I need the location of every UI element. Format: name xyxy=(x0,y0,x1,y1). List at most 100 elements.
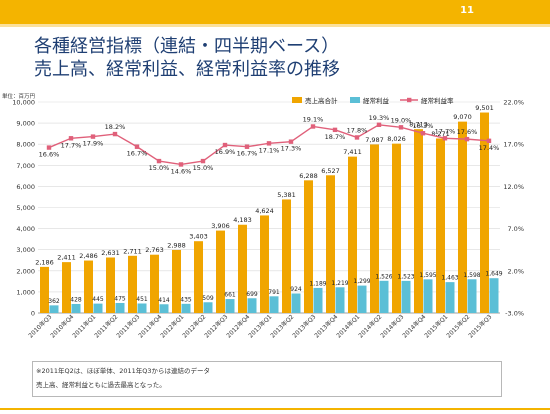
revenue-bar xyxy=(392,143,401,313)
revenue-label: 7,987 xyxy=(365,136,384,144)
revenue-label: 9,501 xyxy=(475,104,494,112)
profit-bar xyxy=(71,303,81,313)
revenue-label: 6,288 xyxy=(299,172,318,180)
profit-label: 475 xyxy=(114,295,126,302)
margin-point xyxy=(90,134,96,139)
margin-point xyxy=(310,124,316,129)
profit-label: 1,649 xyxy=(485,271,502,278)
profit-bar xyxy=(49,305,59,313)
legend-label-margin: 経常利益率 xyxy=(421,96,454,105)
y2-tick-label: -3.0% xyxy=(505,310,524,318)
profit-bar xyxy=(247,298,257,313)
y-tick-label: 10,000 xyxy=(12,99,35,107)
profit-bar xyxy=(379,280,389,313)
slide-title: 各種経営指標（連結・四半期ベース） xyxy=(34,36,340,57)
profit-label: 661 xyxy=(224,292,236,299)
margin-point xyxy=(464,136,470,142)
margin-label: 18.2% xyxy=(105,123,126,131)
margin-point xyxy=(266,141,272,146)
margin-point xyxy=(134,144,140,149)
profit-label: 435 xyxy=(180,296,192,303)
margin-label: 18.7% xyxy=(325,133,346,141)
y-tick-label: 4,000 xyxy=(16,225,35,233)
profit-label: 1,523 xyxy=(397,273,414,280)
y2-tick-label: 22.0% xyxy=(503,99,524,107)
margin-label: 15.0% xyxy=(149,164,170,172)
revenue-bar xyxy=(128,255,137,313)
margin-point xyxy=(376,122,382,127)
profit-bar xyxy=(225,299,235,313)
margin-label: 17.1% xyxy=(259,146,280,154)
profit-bar xyxy=(159,304,169,313)
profit-bar xyxy=(489,278,499,313)
margin-label: 17.7% xyxy=(61,141,82,149)
x-tick-label: 2015年Q3 xyxy=(467,313,494,340)
profit-label: 414 xyxy=(158,297,170,304)
y-axis-label: 単位：百万円 xyxy=(2,92,36,100)
profit-label: 1,463 xyxy=(441,275,458,282)
margin-label: 14.6% xyxy=(171,167,192,175)
revenue-label: 7,411 xyxy=(343,148,362,156)
margin-label: 16.7% xyxy=(237,150,258,158)
margin-label: 17.7% xyxy=(435,127,456,135)
profit-bar xyxy=(423,279,433,313)
margin-point xyxy=(68,136,74,141)
margin-point xyxy=(398,125,404,130)
revenue-label: 6,527 xyxy=(321,167,340,175)
y2-tick-label: 7.0% xyxy=(507,225,524,233)
profit-label: 1,526 xyxy=(375,273,392,280)
combo-chart: 0 1,000 2,000 3,000 4,000 5,000 6,000 7,000 8,00… xyxy=(2,92,524,340)
revenue-bar xyxy=(436,138,445,313)
legend-marker-margin xyxy=(407,97,412,103)
profit-label: 791 xyxy=(268,289,280,296)
margin-label: 17.6% xyxy=(457,128,478,136)
profit-bar xyxy=(269,296,279,313)
revenue-label: 2,988 xyxy=(167,241,186,249)
y2-tick-label: 17.0% xyxy=(503,141,524,149)
margin-point xyxy=(200,158,206,164)
revenue-label: 2,763 xyxy=(145,246,164,254)
profit-bar xyxy=(335,287,345,313)
y-tick-label: 1,000 xyxy=(16,288,35,296)
header-bar: 11 xyxy=(0,0,550,24)
profit-label: 445 xyxy=(92,296,104,303)
y-tick-label: 8,000 xyxy=(16,141,35,149)
margin-point xyxy=(156,158,162,164)
profit-label: 1,598 xyxy=(463,272,480,279)
margin-point xyxy=(112,131,118,137)
profit-label: 1,189 xyxy=(309,280,326,287)
revenue-bar xyxy=(480,112,489,313)
revenue-bar xyxy=(194,241,203,313)
profit-bar xyxy=(401,280,411,313)
revenue-label: 8,271 xyxy=(431,130,450,138)
revenue-label: 8,026 xyxy=(387,135,406,143)
margin-point xyxy=(288,139,294,144)
revenue-bar xyxy=(62,262,71,313)
revenue-bar xyxy=(458,121,467,313)
revenue-label: 3,403 xyxy=(189,233,208,241)
y-tick-label: 6,000 xyxy=(16,183,35,191)
revenue-label: 2,186 xyxy=(35,258,54,266)
revenue-bar xyxy=(84,260,93,313)
revenue-label: 2,486 xyxy=(79,252,98,260)
page-number: 11 xyxy=(460,5,474,16)
revenue-label: 5,381 xyxy=(277,191,296,199)
margin-label: 19.0% xyxy=(391,116,412,124)
profit-label: 699 xyxy=(246,291,258,298)
margin-point xyxy=(178,162,184,167)
revenue-label: 2,631 xyxy=(101,249,120,257)
revenue-bar xyxy=(150,254,159,313)
revenue-label: 2,711 xyxy=(123,247,142,255)
legend-swatch-profit xyxy=(350,97,360,103)
profit-label: 509 xyxy=(202,295,214,302)
revenue-label: 4,624 xyxy=(255,207,274,215)
margin-point xyxy=(332,127,338,133)
profit-bar xyxy=(203,302,213,313)
profit-label: 1,595 xyxy=(419,272,436,279)
profit-bar xyxy=(467,279,477,313)
revenue-bar xyxy=(172,249,181,313)
margin-point xyxy=(244,144,250,149)
profit-bar xyxy=(93,303,103,313)
profit-bar xyxy=(313,287,323,313)
notes-box: ※2011年Q2は、ほぼ単体、2011年Q3からは連結のデータ 売上高、経常利益… xyxy=(32,361,502,397)
